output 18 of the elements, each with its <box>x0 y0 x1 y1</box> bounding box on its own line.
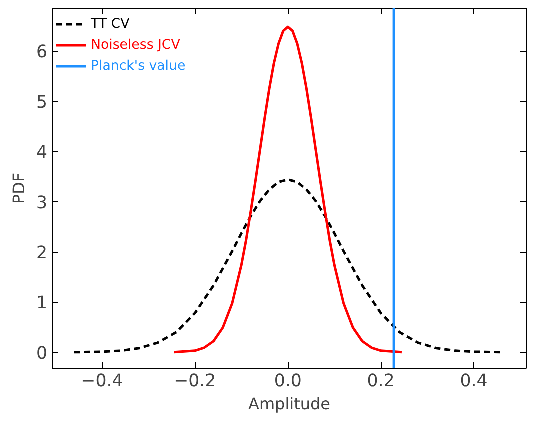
x-tick-label: 0.4 <box>460 372 488 392</box>
x-axis-title: Amplitude <box>248 394 331 414</box>
x-tick-label: −0.2 <box>174 372 216 392</box>
y-tick-label: 3 <box>36 193 48 214</box>
y-axis-title: PDF <box>9 172 28 204</box>
ref-line-label: Planck's value <box>91 58 186 74</box>
y-tick-label: 1 <box>36 294 48 314</box>
y-tick-label: 0 <box>36 344 48 364</box>
y-tick-label: 4 <box>36 143 48 164</box>
line-series <box>73 178 504 354</box>
x-tick-label: −0.4 <box>81 372 124 392</box>
y-tick-label: 2 <box>36 244 48 264</box>
x-tick-label: 0.2 <box>367 372 395 392</box>
x-tick-label: 0.0 <box>274 372 302 392</box>
y-tick-label: 5 <box>36 92 48 113</box>
legend-label: TT CV <box>91 16 130 32</box>
y-tick-label: 6 <box>36 42 48 63</box>
legend-label: Noiseless JCV <box>91 38 180 52</box>
